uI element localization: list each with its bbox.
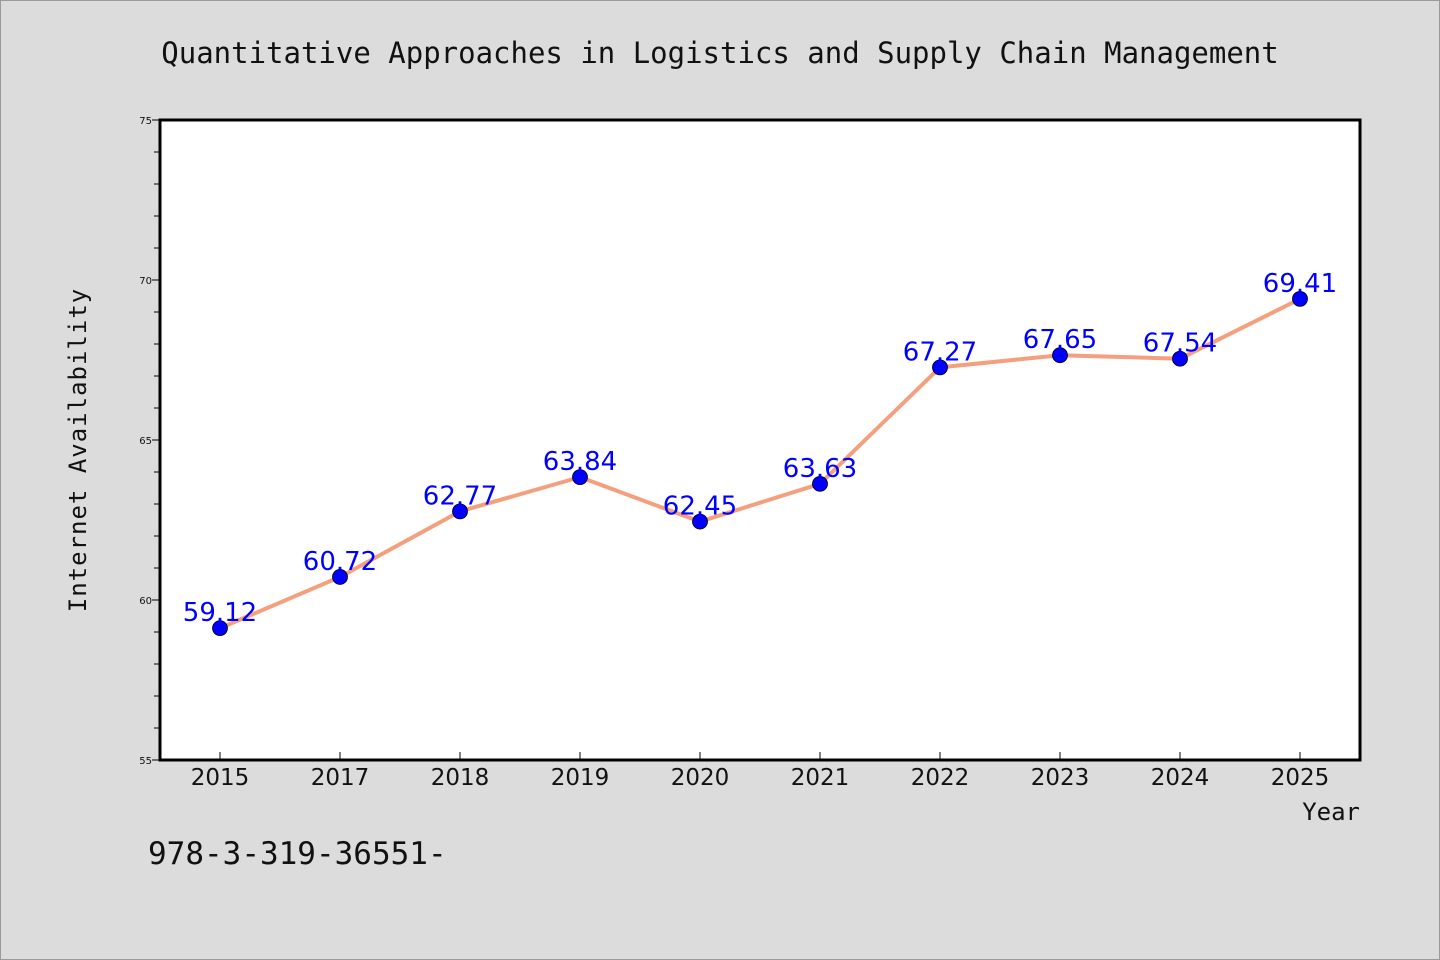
data-label: 62.45 bbox=[663, 492, 737, 522]
data-label: 63.63 bbox=[783, 454, 857, 484]
data-point bbox=[452, 503, 468, 520]
data-label: 69.41 bbox=[1263, 269, 1337, 299]
data-label: 67.54 bbox=[1143, 329, 1217, 359]
x-tick-label: 2022 bbox=[911, 765, 970, 791]
data-label: 60.72 bbox=[303, 547, 377, 577]
footer-text: 978-3-319-36551- bbox=[148, 836, 447, 872]
data-label: 63.84 bbox=[543, 447, 617, 477]
series-line bbox=[218, 296, 1302, 631]
data-point bbox=[932, 359, 948, 376]
x-tick-label: 2023 bbox=[1031, 765, 1090, 791]
data-label: 59.12 bbox=[183, 598, 257, 628]
y-tick-label: 70 bbox=[139, 276, 152, 287]
y-tick-label: 75 bbox=[139, 116, 152, 127]
x-tick-label: 2025 bbox=[1271, 765, 1330, 791]
series-layer: 59.12 60.72 62.77 63.84 62.45 63.63 67.27 67.65… bbox=[183, 269, 1337, 637]
x-tick-label: 2017 bbox=[311, 765, 370, 791]
plot-area bbox=[158, 118, 1362, 762]
x-axis-label: Year bbox=[1302, 798, 1360, 826]
data-point bbox=[1292, 290, 1308, 307]
y-tick-label: 65 bbox=[139, 436, 152, 447]
data-point bbox=[332, 569, 348, 585]
data-label: 67.27 bbox=[903, 337, 977, 367]
y-tick-label: 55 bbox=[139, 756, 152, 767]
x-tick-label: 2024 bbox=[1151, 765, 1210, 791]
data-label: 62.77 bbox=[423, 481, 497, 511]
x-axis: 2015 2017 2018 2019 2020 2021 2022 2023 2024 2025 bbox=[191, 752, 1330, 791]
data-point bbox=[1052, 347, 1068, 364]
data-point bbox=[1172, 350, 1188, 367]
data-label: 67.65 bbox=[1023, 325, 1097, 355]
y-axis-label: Internet Availability bbox=[64, 288, 92, 612]
x-tick-label: 2019 bbox=[551, 765, 610, 791]
x-tick-label: 2015 bbox=[191, 765, 250, 791]
data-point bbox=[692, 513, 708, 530]
y-axis: 55 60 65 70 75 bbox=[139, 116, 160, 767]
data-point bbox=[812, 475, 828, 492]
data-point bbox=[572, 469, 588, 486]
x-tick-label: 2021 bbox=[791, 765, 850, 791]
data-point bbox=[212, 620, 228, 637]
x-tick-label: 2020 bbox=[671, 765, 730, 791]
y-tick-label: 60 bbox=[139, 596, 152, 607]
chart-title: Quantitative Approaches in Logistics and… bbox=[161, 36, 1278, 70]
x-tick-label: 2018 bbox=[431, 765, 490, 791]
